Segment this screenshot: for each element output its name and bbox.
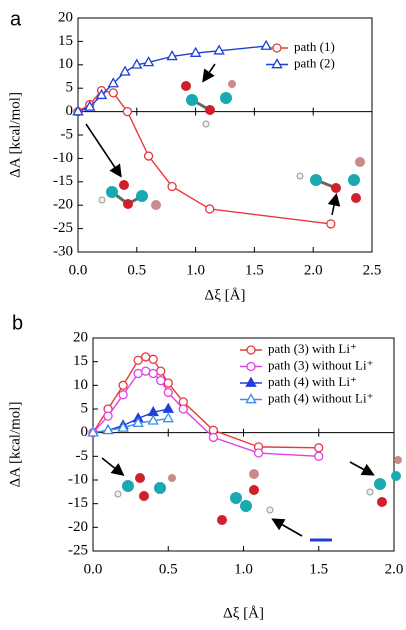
marker bbox=[206, 205, 214, 213]
x-tick-label: 0.5 bbox=[127, 262, 146, 278]
marker bbox=[255, 449, 263, 457]
x-tick-label: 0.5 bbox=[159, 561, 178, 577]
marker bbox=[142, 353, 150, 361]
marker bbox=[119, 381, 127, 389]
legend-label: path (2) bbox=[294, 55, 335, 70]
y-tick-label: 0 bbox=[66, 103, 74, 119]
marker bbox=[164, 413, 173, 421]
panel-label: b bbox=[12, 312, 23, 334]
legend-label: path (4) without Li⁺ bbox=[268, 390, 373, 405]
y-tick-label: -15 bbox=[53, 173, 73, 189]
marker bbox=[104, 412, 112, 420]
y-tick-label: 0 bbox=[81, 424, 89, 440]
marker bbox=[262, 41, 271, 49]
legend-label: path (3) with Li⁺ bbox=[268, 341, 357, 356]
x-tick-label: 0.0 bbox=[84, 561, 103, 577]
molecule-illustration bbox=[102, 456, 402, 540]
y-tick-label: -10 bbox=[53, 150, 73, 166]
marker bbox=[149, 370, 157, 378]
legend-label: path (4) with Li⁺ bbox=[268, 374, 357, 389]
marker bbox=[149, 355, 157, 363]
y-tick-label: 20 bbox=[73, 329, 88, 345]
legend-marker bbox=[247, 346, 255, 354]
y-axis-label: ΔA [kcal/mol] bbox=[7, 92, 23, 178]
x-axis-label: Δξ [Å] bbox=[223, 605, 264, 621]
x-tick-label: 1.5 bbox=[309, 561, 328, 577]
y-tick-label: -15 bbox=[68, 495, 88, 511]
x-tick-label: 1.5 bbox=[245, 262, 264, 278]
figure: 20 15 10 5 0 -5 -10 -15 -20 -25 -30 0.0 0.5 1.0 1.5 2.0… bbox=[0, 0, 406, 630]
y-tick-label: 15 bbox=[73, 353, 88, 369]
x-tick-label: 1.0 bbox=[186, 262, 205, 278]
y-tick-label: -5 bbox=[76, 448, 89, 464]
y-tick-label: 10 bbox=[58, 56, 73, 72]
y-tick-label: -5 bbox=[61, 126, 74, 142]
legend-label: path (1) bbox=[294, 39, 335, 54]
x-tick-label: 0.0 bbox=[69, 262, 88, 278]
legend-marker bbox=[247, 363, 255, 371]
series-line bbox=[78, 91, 331, 224]
marker bbox=[315, 444, 323, 452]
x-tick-label: 2.0 bbox=[385, 561, 404, 577]
legend-label: path (3) without Li⁺ bbox=[268, 357, 373, 372]
y-tick-label: -20 bbox=[53, 197, 73, 213]
marker bbox=[168, 182, 176, 190]
marker bbox=[327, 220, 335, 228]
x-tick-label: 2.0 bbox=[304, 262, 323, 278]
legend-marker bbox=[246, 378, 255, 386]
marker bbox=[145, 152, 153, 160]
y-axis-label: ΔA [kcal/mol] bbox=[7, 402, 23, 488]
marker bbox=[209, 433, 217, 441]
y-tick-label: 5 bbox=[66, 80, 74, 96]
marker bbox=[164, 379, 172, 387]
molecule-illustration bbox=[86, 64, 365, 215]
panel-label: a bbox=[10, 8, 22, 30]
marker bbox=[134, 370, 142, 378]
marker bbox=[119, 391, 127, 399]
y-tick-label: -25 bbox=[68, 542, 88, 558]
marker bbox=[109, 89, 117, 97]
marker bbox=[120, 67, 129, 75]
marker bbox=[157, 367, 165, 375]
marker bbox=[164, 404, 173, 412]
legend-marker bbox=[273, 44, 281, 52]
marker bbox=[123, 108, 131, 116]
y-tick-label: -25 bbox=[53, 220, 73, 236]
y-tick-label: 15 bbox=[58, 33, 73, 49]
marker bbox=[157, 377, 165, 385]
marker bbox=[134, 356, 142, 364]
y-tick-label: 10 bbox=[73, 377, 88, 393]
y-tick-label: -20 bbox=[68, 519, 88, 535]
y-tick-label: -30 bbox=[53, 243, 73, 259]
marker bbox=[142, 367, 150, 375]
marker bbox=[179, 405, 187, 413]
marker bbox=[315, 452, 323, 460]
legend-marker bbox=[246, 395, 255, 403]
x-tick-label: 1.0 bbox=[234, 561, 253, 577]
y-tick-label: 5 bbox=[81, 400, 89, 416]
y-tick-label: 20 bbox=[58, 9, 73, 25]
marker bbox=[164, 388, 172, 396]
x-axis-label: Δξ [Å] bbox=[205, 287, 246, 303]
legend-marker bbox=[272, 60, 281, 68]
y-tick-label: -10 bbox=[68, 471, 88, 487]
x-tick-label: 2.5 bbox=[363, 262, 382, 278]
